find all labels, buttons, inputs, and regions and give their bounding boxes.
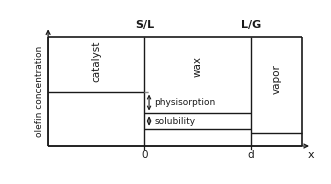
Text: L/G: L/G: [241, 20, 261, 30]
Text: olefin concentration: olefin concentration: [35, 46, 44, 137]
Text: x: x: [307, 150, 314, 160]
Text: wax: wax: [193, 56, 203, 77]
Text: 0: 0: [141, 150, 148, 160]
Text: physisorption: physisorption: [155, 98, 216, 107]
Text: catalyst: catalyst: [91, 40, 101, 82]
Text: vapor: vapor: [271, 64, 281, 93]
Text: S/L: S/L: [135, 20, 154, 30]
Text: solubility: solubility: [155, 116, 196, 125]
Text: d: d: [248, 150, 254, 160]
